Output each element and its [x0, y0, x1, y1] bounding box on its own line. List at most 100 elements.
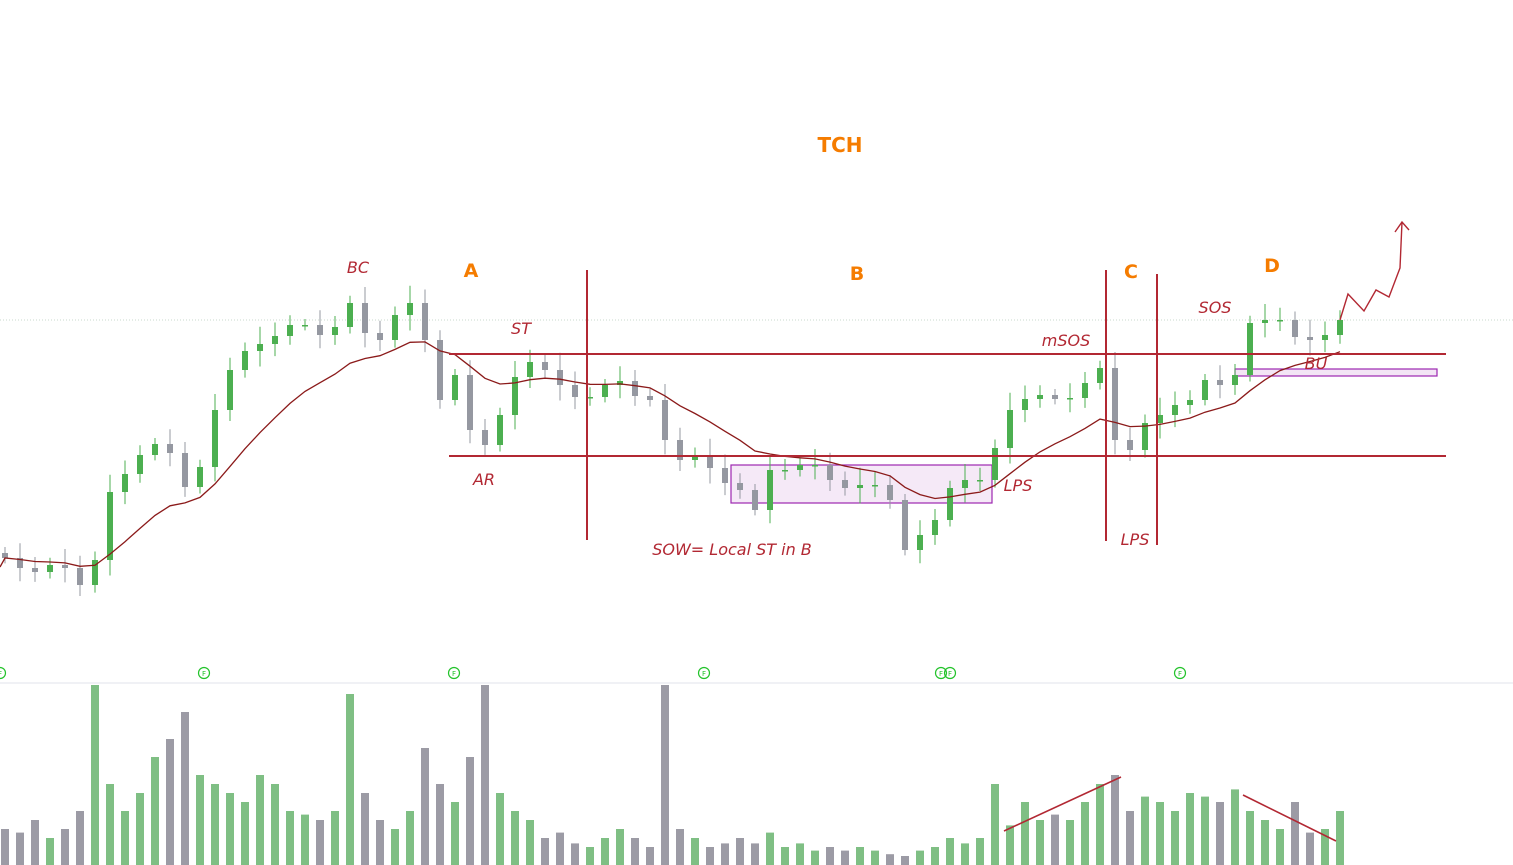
candle: [602, 379, 608, 403]
candle: [1187, 390, 1193, 414]
volume-bar: [751, 843, 759, 865]
volume-bar: [931, 847, 939, 865]
candle-body: [122, 474, 128, 492]
candle: [212, 394, 218, 482]
event-marker-icon[interactable]: F: [197, 666, 211, 680]
candle-body: [107, 492, 113, 560]
volume-bar: [496, 793, 504, 865]
backup-zone[interactable]: [1234, 368, 1438, 377]
event-marker-icon[interactable]: F: [447, 666, 461, 680]
volume-bar: [946, 838, 954, 865]
candle-body: [1187, 400, 1193, 405]
candle-body: [752, 490, 758, 510]
candle: [482, 419, 488, 455]
candle: [737, 473, 743, 499]
volume-bar: [406, 811, 414, 865]
candle-body: [182, 453, 188, 487]
volume-bar: [526, 820, 534, 865]
volume-bar: [1111, 775, 1119, 865]
candle-body: [572, 385, 578, 397]
volume-bar: [721, 843, 729, 865]
volume-bar: [46, 838, 54, 865]
volume-bar: [91, 685, 99, 865]
event-marker-label: F: [1178, 670, 1182, 678]
candle: [617, 366, 623, 399]
candle: [1307, 319, 1313, 356]
candle: [1202, 374, 1208, 406]
volume-bar: [466, 757, 474, 865]
candle-body: [557, 370, 563, 385]
candle: [107, 474, 113, 576]
volume-bar: [631, 838, 639, 865]
candle: [1037, 385, 1043, 408]
candle: [17, 543, 23, 582]
candle: [257, 326, 263, 367]
event-marker-icon[interactable]: F: [934, 666, 948, 680]
candle-body: [602, 385, 608, 397]
volume-bar: [1, 829, 9, 865]
volume-bar: [691, 838, 699, 865]
candle-body: [377, 333, 383, 340]
volume-bar: [1156, 802, 1164, 865]
candle: [902, 494, 908, 556]
volume-falling-trend[interactable]: [1242, 794, 1337, 842]
candle-body: [152, 444, 158, 455]
volume-bar: [481, 685, 489, 865]
volume-bar: [991, 784, 999, 865]
volume-bar: [106, 784, 114, 865]
candle: [1112, 352, 1118, 455]
volume-rising-trend[interactable]: [1003, 776, 1122, 832]
candle: [797, 457, 803, 477]
candle: [1157, 397, 1163, 439]
candle-body: [857, 485, 863, 488]
candle: [1052, 389, 1058, 405]
candle: [932, 509, 938, 545]
candle-body: [1202, 380, 1208, 400]
volume-bar: [1096, 784, 1104, 865]
phase-c-label: C: [1124, 261, 1138, 283]
candle-body: [1037, 395, 1043, 399]
candle-body: [512, 377, 518, 415]
candle-body: [677, 440, 683, 460]
volume-bar: [136, 793, 144, 865]
candle-body: [1292, 320, 1298, 337]
candle: [827, 452, 833, 492]
candle: [2, 547, 8, 564]
volume-bar: [226, 793, 234, 865]
event-marker-icon[interactable]: F: [1173, 666, 1187, 680]
volume-bar: [781, 847, 789, 865]
candle-body: [62, 565, 68, 568]
projection-arrow[interactable]: [1339, 221, 1403, 321]
volume-bar: [1126, 811, 1134, 865]
volume-bar: [121, 811, 129, 865]
event-marker-label: F: [202, 670, 206, 678]
candle-body: [1067, 398, 1073, 400]
candle-body: [842, 480, 848, 488]
candle-body: [707, 456, 713, 468]
candle: [497, 407, 503, 452]
volume-bar: [1276, 829, 1284, 865]
candle-body: [647, 396, 653, 400]
volume-bar: [1231, 789, 1239, 865]
event-marker-label: F: [702, 670, 706, 678]
candle: [287, 315, 293, 345]
candle: [1262, 304, 1268, 338]
volume-bar: [151, 757, 159, 865]
candle: [587, 387, 593, 406]
candle: [992, 439, 998, 488]
event-marker-icon[interactable]: F: [697, 666, 711, 680]
candle-body: [392, 315, 398, 340]
candle-body: [632, 381, 638, 396]
candle-body: [1337, 320, 1343, 335]
volume-bar: [1261, 820, 1269, 865]
volume-bar: [421, 748, 429, 865]
candle: [752, 484, 758, 516]
volume-bar: [166, 739, 174, 865]
candle-body: [212, 410, 218, 467]
candle-body: [92, 560, 98, 585]
event-marker-icon[interactable]: F: [0, 666, 7, 680]
candle: [182, 442, 188, 497]
candle: [1337, 310, 1343, 344]
event-marker-icon[interactable]: F: [943, 666, 957, 680]
volume-bar: [1186, 793, 1194, 865]
